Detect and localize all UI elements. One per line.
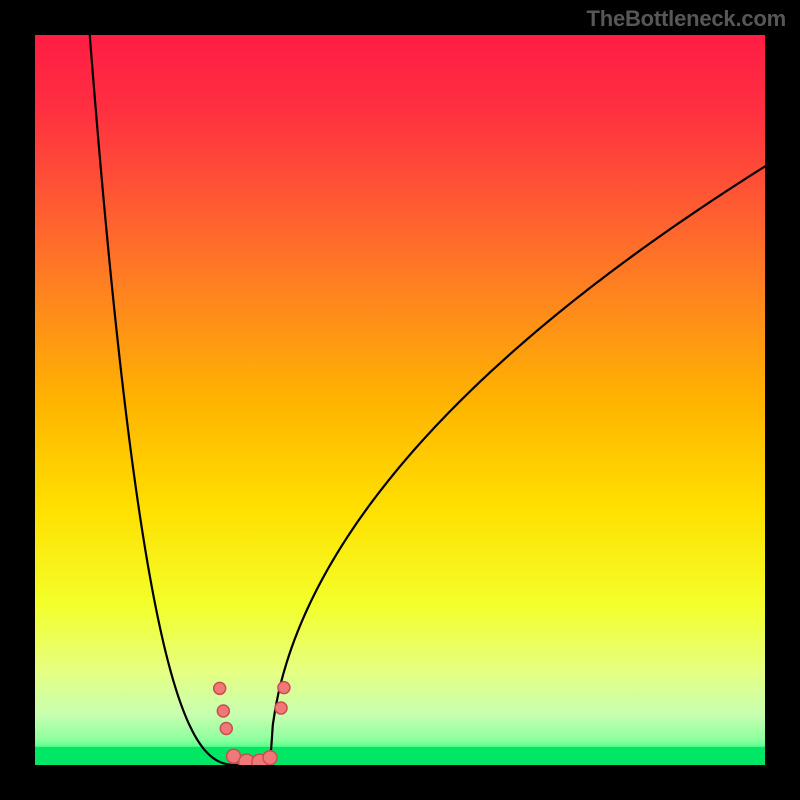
data-marker [220, 723, 232, 735]
watermark-text: TheBottleneck.com [586, 6, 786, 32]
gradient-background [35, 35, 765, 765]
data-marker [214, 682, 226, 694]
bottom-band [35, 747, 765, 765]
data-marker [275, 702, 287, 714]
data-marker [263, 751, 277, 765]
data-marker [217, 705, 229, 717]
data-marker [278, 682, 290, 694]
chart-root: TheBottleneck.com [0, 0, 800, 800]
plot-area [35, 35, 765, 765]
